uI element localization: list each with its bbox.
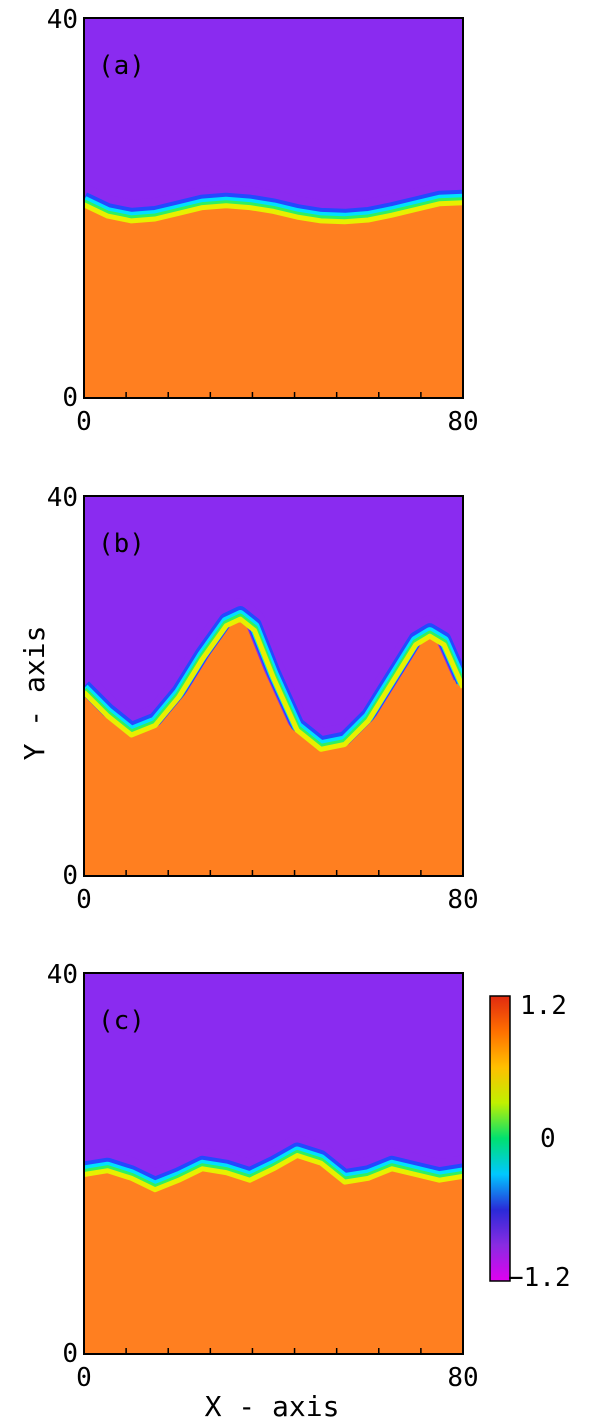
panel-label: (a)	[98, 51, 145, 81]
colorbar-tick-label-min: −1.2	[508, 1263, 571, 1293]
y-tick-label-min: 0	[62, 861, 78, 891]
interface-band-4	[84, 1153, 463, 1193]
interface-band-4	[84, 200, 463, 225]
colorbar-tick-label-max: 1.2	[520, 991, 567, 1021]
x-tick-label-min: 0	[76, 407, 92, 437]
y-tick-label-max: 40	[47, 5, 78, 35]
upper-phase-region	[84, 18, 463, 211]
interface-band-4	[84, 616, 463, 752]
y-tick-label-min: 0	[62, 1339, 78, 1369]
x-tick-label-min: 0	[76, 1363, 92, 1393]
panel-a: 0 40 0 80 (a)	[47, 5, 479, 437]
x-axis-title: X - axis	[205, 1390, 340, 1423]
y-axis-title: Y - axis	[18, 626, 51, 761]
colorbar-tick-label-zero: 0	[540, 1124, 556, 1154]
panel-label: (b)	[98, 529, 145, 559]
y-tick-label-max: 40	[47, 960, 78, 990]
panel-c: 0 40 0 80 (c)	[47, 960, 479, 1393]
plot-frame	[83, 17, 464, 399]
panel-label: (c)	[98, 1006, 145, 1036]
y-tick-label-min: 0	[62, 383, 78, 413]
colorbar-gradient	[489, 995, 511, 1282]
x-tick-label-min: 0	[76, 885, 92, 915]
plot-frame	[83, 972, 464, 1355]
y-tick-label-max: 40	[47, 483, 78, 513]
panel-b: 0 40 0 80 (b)	[47, 483, 479, 915]
x-tick-label-max: 80	[447, 885, 478, 915]
colorbar: 1.2 0 −1.2	[489, 991, 571, 1293]
plot-frame	[83, 495, 464, 877]
upper-phase-region	[84, 973, 463, 1179]
x-tick-label-max: 80	[447, 407, 478, 437]
x-tick-label-max: 80	[447, 1363, 478, 1393]
